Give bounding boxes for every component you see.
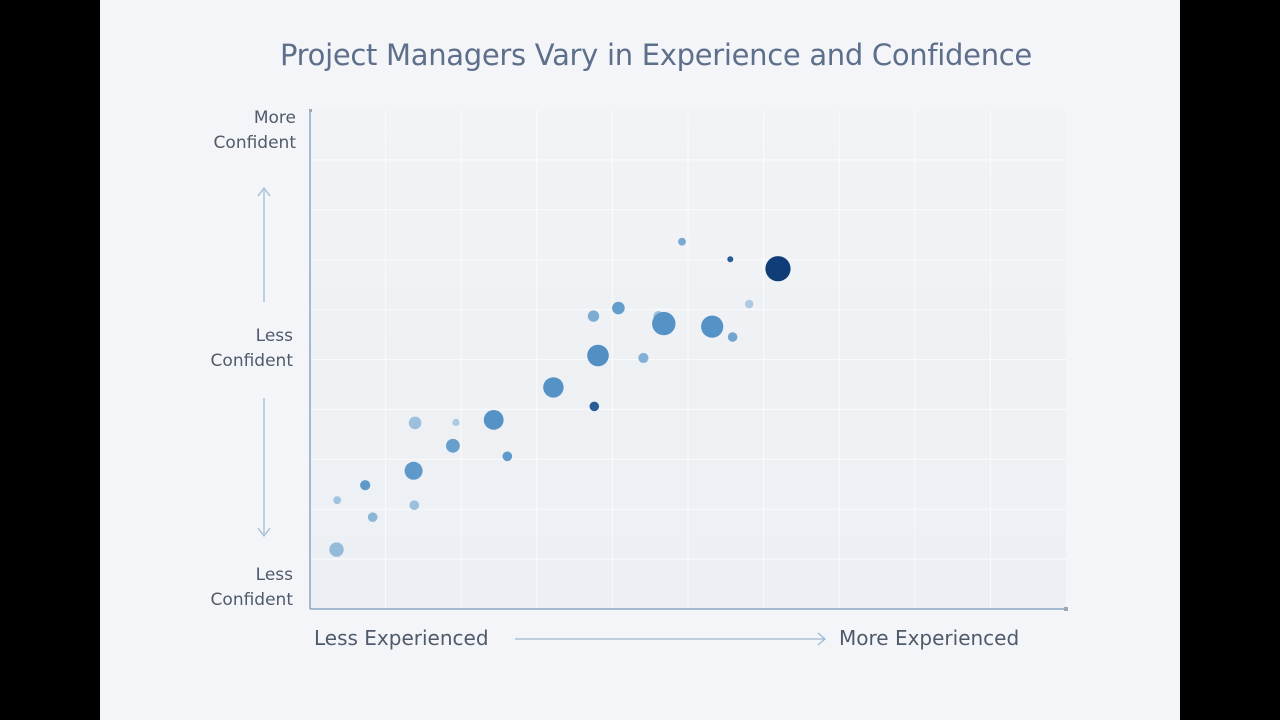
data-point xyxy=(745,299,754,309)
chart-title: Project Managers Vary in Experience and … xyxy=(280,38,1032,72)
data-point xyxy=(502,451,513,462)
x-label-low: Less Experienced xyxy=(314,626,489,650)
data-point xyxy=(587,310,600,322)
y-arrow-down-head xyxy=(257,527,271,537)
data-point xyxy=(360,480,371,491)
data-point xyxy=(408,416,422,430)
y-label-bottom: Less Confident xyxy=(173,563,293,613)
y-axis-end-marker xyxy=(309,109,312,112)
y-label-bottom-line1: Less xyxy=(255,565,293,585)
y-label-top: More Confident xyxy=(176,106,296,156)
y-label-middle-line2: Confident xyxy=(210,351,293,371)
data-point xyxy=(701,315,724,338)
data-point xyxy=(333,496,342,505)
data-point xyxy=(452,418,460,426)
y-label-bottom-line2: Confident xyxy=(210,590,293,610)
data-point xyxy=(727,332,738,342)
data-point xyxy=(587,344,609,367)
y-label-top-line1: More xyxy=(253,108,296,128)
y-arrow-up-head xyxy=(257,187,271,197)
data-point xyxy=(483,410,504,430)
x-label-high: More Experienced xyxy=(839,626,1020,650)
y-label-top-line2: Confident xyxy=(213,133,296,153)
data-point xyxy=(612,301,625,315)
data-point xyxy=(589,401,600,412)
data-point xyxy=(404,461,423,480)
data-point xyxy=(543,377,564,398)
x-axis-end-marker xyxy=(1064,607,1068,611)
data-point xyxy=(765,256,791,282)
data-point xyxy=(329,542,344,557)
data-point xyxy=(446,438,460,453)
data-point xyxy=(367,512,378,522)
y-label-middle: Less Confident xyxy=(173,324,293,374)
y-label-middle-line1: Less xyxy=(255,326,293,346)
data-point xyxy=(652,311,676,336)
data-point xyxy=(678,237,686,246)
data-point xyxy=(409,500,420,511)
data-point xyxy=(638,352,649,364)
x-arrow-head xyxy=(817,632,826,646)
data-point xyxy=(727,256,734,263)
